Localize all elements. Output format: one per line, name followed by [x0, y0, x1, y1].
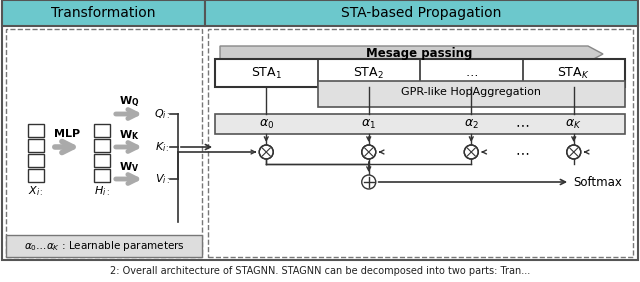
Circle shape — [259, 145, 273, 159]
Text: $\mathrm{STA}_1$: $\mathrm{STA}_1$ — [251, 65, 282, 81]
FancyBboxPatch shape — [6, 235, 202, 257]
Circle shape — [464, 145, 478, 159]
FancyBboxPatch shape — [94, 169, 110, 182]
Text: STA-based Propagation: STA-based Propagation — [341, 6, 502, 20]
Circle shape — [362, 145, 376, 159]
Text: $\mathbf{W_V}$: $\mathbf{W_V}$ — [119, 160, 139, 174]
FancyBboxPatch shape — [2, 0, 638, 260]
FancyBboxPatch shape — [2, 0, 205, 26]
Text: Transformation: Transformation — [51, 6, 156, 20]
Text: $Q_{i:}$: $Q_{i:}$ — [154, 107, 170, 121]
Text: $K_{i:}$: $K_{i:}$ — [155, 140, 170, 154]
Text: $\ldots$: $\ldots$ — [465, 67, 477, 80]
Text: GPR-like HopAggregation: GPR-like HopAggregation — [401, 87, 541, 97]
FancyBboxPatch shape — [94, 154, 110, 167]
Text: Mesage passing: Mesage passing — [366, 47, 472, 61]
Text: $\alpha_2$: $\alpha_2$ — [464, 117, 479, 131]
FancyBboxPatch shape — [215, 59, 625, 87]
Text: $\mathrm{STA}_K$: $\mathrm{STA}_K$ — [557, 65, 590, 81]
Text: MLP: MLP — [54, 129, 80, 139]
FancyBboxPatch shape — [28, 139, 44, 152]
Text: $\alpha_0 \ldots \alpha_K$ : Learnable parameters: $\alpha_0 \ldots \alpha_K$ : Learnable p… — [24, 239, 184, 253]
Circle shape — [567, 145, 580, 159]
Text: $\cdots$: $\cdots$ — [515, 145, 530, 159]
FancyBboxPatch shape — [6, 29, 202, 257]
Text: 2: Overall architecture of STAGNN. STAGNN can be decomposed into two parts: Tran: 2: Overall architecture of STAGNN. STAGN… — [110, 266, 530, 276]
FancyBboxPatch shape — [208, 29, 633, 257]
FancyBboxPatch shape — [28, 154, 44, 167]
Text: $V_{i:}$: $V_{i:}$ — [154, 172, 170, 186]
FancyBboxPatch shape — [94, 124, 110, 137]
Text: $\mathbf{W_K}$: $\mathbf{W_K}$ — [118, 128, 140, 142]
Text: $\alpha_0$: $\alpha_0$ — [259, 117, 274, 131]
Text: $\mathrm{STA}_2$: $\mathrm{STA}_2$ — [353, 65, 384, 81]
Text: $H_{i:}$: $H_{i:}$ — [94, 184, 110, 198]
Circle shape — [362, 175, 376, 189]
FancyBboxPatch shape — [28, 169, 44, 182]
FancyBboxPatch shape — [28, 124, 44, 137]
FancyArrow shape — [220, 46, 603, 62]
Text: $\alpha_1$: $\alpha_1$ — [361, 117, 376, 131]
Text: $\cdots$: $\cdots$ — [515, 117, 530, 131]
Text: Softmax: Softmax — [573, 175, 623, 188]
Text: $X_{i:}$: $X_{i:}$ — [28, 184, 44, 198]
FancyBboxPatch shape — [205, 0, 638, 26]
Text: $\alpha_K$: $\alpha_K$ — [566, 117, 582, 131]
FancyBboxPatch shape — [317, 81, 625, 107]
FancyBboxPatch shape — [215, 114, 625, 134]
FancyBboxPatch shape — [94, 139, 110, 152]
Text: $\mathbf{W_Q}$: $\mathbf{W_Q}$ — [119, 95, 140, 109]
